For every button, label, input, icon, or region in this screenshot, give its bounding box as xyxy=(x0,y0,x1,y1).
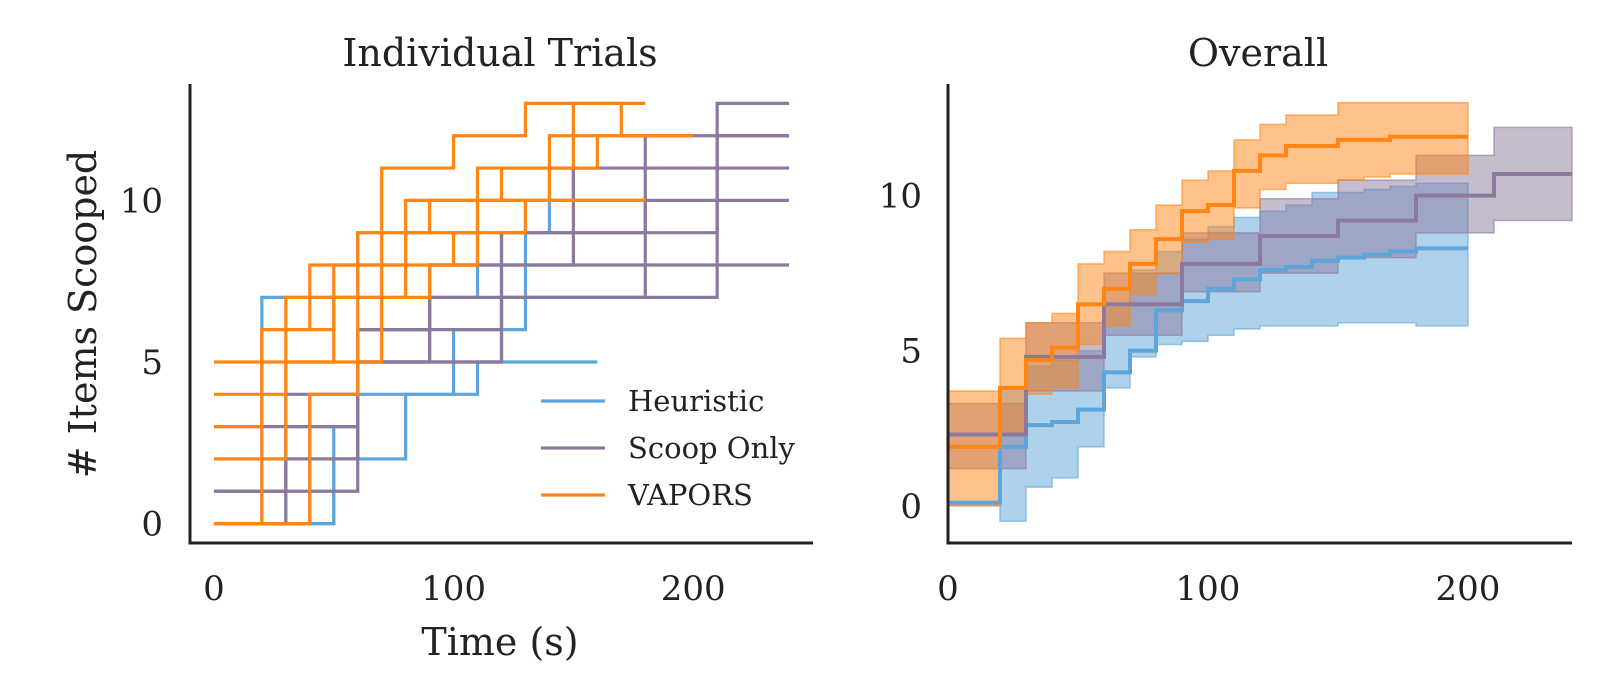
vapors-trial-line-5 xyxy=(213,198,646,461)
y-tick-label: 0 xyxy=(900,487,922,527)
x-tick-label: 200 xyxy=(661,569,726,609)
individual-trials-axes xyxy=(188,84,813,545)
individual-trials-ticks: 0 100 200 0 5 10 xyxy=(120,181,726,609)
x-tick-label: 0 xyxy=(937,569,959,609)
x-tick-label: 100 xyxy=(1176,569,1241,609)
overall-ticks: 0 100 200 0 5 10 xyxy=(879,177,1501,609)
vapors-trial-line-3 xyxy=(213,134,646,396)
y-tick-label: 0 xyxy=(141,505,163,545)
legend-label-heuristic: Heuristic xyxy=(628,384,764,418)
y-tick-label: 10 xyxy=(879,177,922,217)
heuristic-trial-line-4 xyxy=(213,232,480,526)
x-tick-label: 100 xyxy=(421,569,486,609)
y-tick-label: 5 xyxy=(141,343,163,383)
y-tick-label: 5 xyxy=(900,332,922,372)
legend: Heuristic Scoop Only VAPORS xyxy=(541,384,796,512)
heuristic-mean-line xyxy=(948,246,1468,505)
x-tick-label: 0 xyxy=(203,569,225,609)
y-tick-label: 10 xyxy=(120,181,163,221)
heuristic-trial-line-2 xyxy=(213,168,575,526)
y-axis-label: # Items Scooped xyxy=(61,150,105,479)
scoop-only-trial-line-6 xyxy=(213,166,790,493)
legend-label-vapors: VAPORS xyxy=(627,478,753,512)
scoop-only-mean-line xyxy=(948,171,1572,437)
vapors-trial-line-6 xyxy=(213,198,646,526)
x-axis-label: Time (s) xyxy=(421,620,578,664)
overall-axes xyxy=(946,84,1572,545)
legend-label-scoop-only: Scoop Only xyxy=(628,431,796,465)
heuristic-trial-line-3 xyxy=(213,360,598,526)
overall-plot-area xyxy=(947,101,1573,523)
panel-overall: Overall 0 100 200 0 5 10 xyxy=(879,31,1573,609)
vapors-mean-line xyxy=(948,134,1468,449)
panel-title-overall: Overall xyxy=(1188,31,1328,75)
x-tick-label: 200 xyxy=(1436,569,1501,609)
panel-title-individual-trials: Individual Trials xyxy=(342,31,657,75)
individual-trials-plot-area xyxy=(213,101,790,526)
panel-individual-trials: Individual Trials Heuristic Scoop Only VAP… xyxy=(61,31,813,664)
